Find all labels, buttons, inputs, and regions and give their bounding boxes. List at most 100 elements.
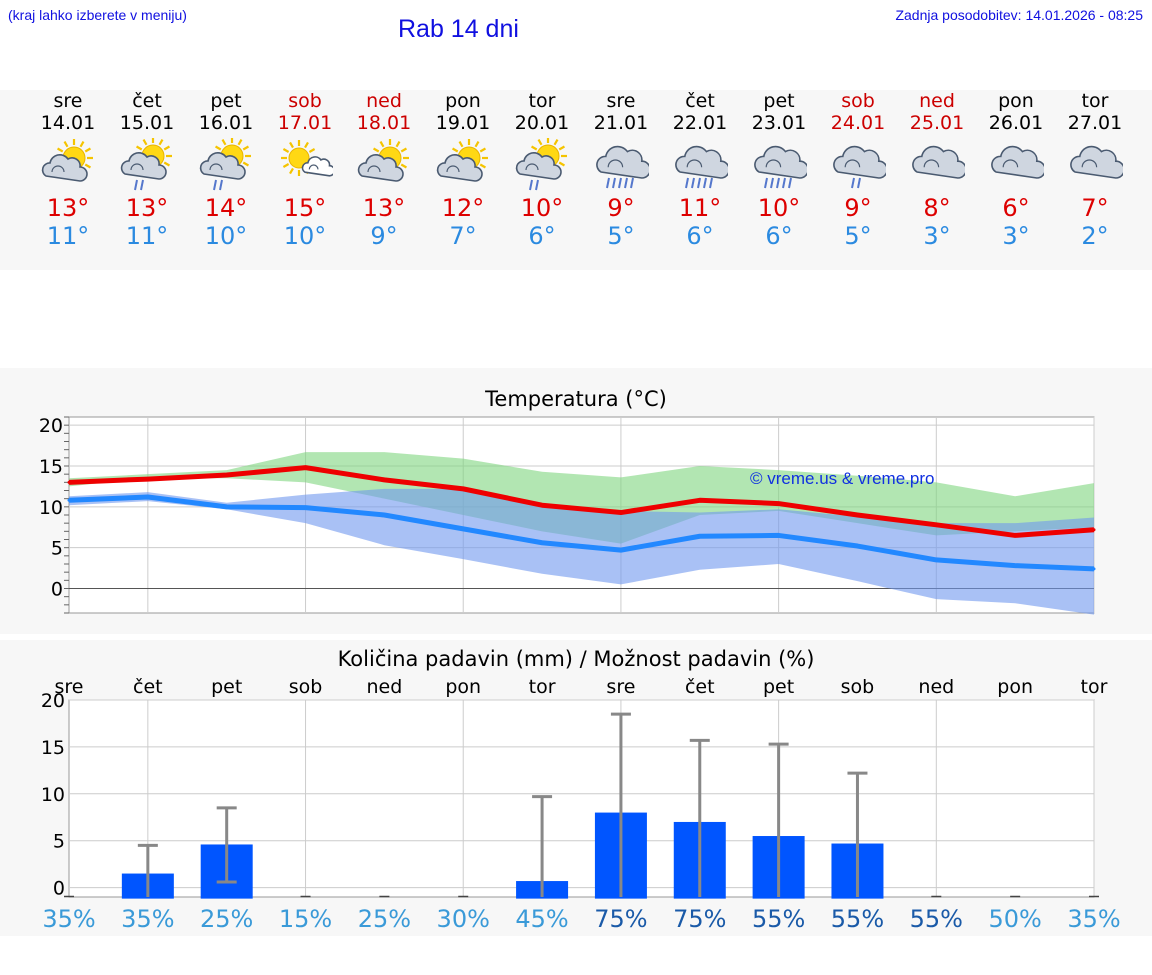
min-point: [67, 498, 71, 502]
temperature-title: Temperatura (°C): [485, 387, 667, 411]
temp-min: 6°: [765, 222, 793, 250]
day-column[interactable]: pet 23.01 10° 6°: [739, 90, 819, 250]
sun-small-cloud-icon: [281, 140, 333, 177]
temp-min: 11°: [125, 222, 169, 250]
day-date: 20.01: [514, 112, 570, 134]
x-tick-label: sob: [289, 676, 323, 698]
y-tick-label: 20: [39, 415, 63, 437]
precipitation-title: Količina padavin (mm) / Možnost padavin …: [337, 647, 815, 671]
temp-min: 6°: [528, 222, 556, 250]
day-name: čet: [132, 90, 162, 112]
precip-probability: 75%: [673, 905, 726, 933]
day-name: ned: [366, 90, 402, 112]
cloud-heavy-rain-icon: [596, 145, 649, 189]
min-point: [382, 513, 386, 517]
day-name: čet: [685, 90, 715, 112]
x-tick-label: pet: [763, 676, 794, 698]
day-date: 23.01: [751, 112, 807, 134]
min-point: [461, 527, 465, 531]
day-column[interactable]: čet 22.01 11° 6°: [660, 90, 740, 250]
precip-probability: 55%: [831, 905, 884, 933]
temp-min: 11°: [46, 222, 90, 250]
temp-min: 3°: [1002, 222, 1030, 250]
x-tick-label: pon: [997, 676, 1033, 698]
temp-min: 10°: [204, 222, 248, 250]
precip-probability: 50%: [988, 905, 1041, 933]
day-column[interactable]: ned 18.01 13° 9°: [344, 90, 424, 250]
day-name: tor: [1081, 90, 1109, 112]
min-point: [225, 505, 229, 509]
max-point: [540, 503, 544, 507]
sun-cloud-icon: [41, 139, 93, 182]
max-point: [1092, 528, 1096, 532]
day-column[interactable]: sob 24.01 9° 5°: [818, 90, 898, 250]
day-column[interactable]: sre 21.01 9° 5°: [581, 90, 661, 250]
x-tick-label: tor: [529, 676, 556, 698]
min-point: [1013, 564, 1017, 568]
temp-max: 6°: [1002, 194, 1030, 222]
temp-min: 3°: [923, 222, 951, 250]
max-point: [855, 513, 859, 517]
temp-max: 7°: [1081, 194, 1109, 222]
temp-max: 12°: [441, 194, 485, 222]
x-tick-label: čet: [133, 676, 163, 698]
temp-max: 13°: [125, 194, 169, 222]
precip-probability: 35%: [121, 905, 174, 933]
page-title: Rab 14 dni: [398, 15, 519, 43]
day-name: pet: [210, 90, 242, 112]
y-tick-label: 10: [41, 784, 65, 806]
precip-probability: 35%: [42, 905, 95, 933]
temp-max: 13°: [46, 194, 90, 222]
day-column[interactable]: pon 26.01 6° 3°: [976, 90, 1056, 250]
day-column[interactable]: sre 14.01 13° 11°: [28, 90, 108, 250]
temp-max: 9°: [844, 194, 872, 222]
day-column[interactable]: sob 17.01 15° 10°: [265, 90, 345, 250]
y-tick-label: 0: [53, 878, 65, 900]
min-point: [540, 541, 544, 545]
temp-min: 5°: [844, 222, 872, 250]
day-date: 25.01: [909, 112, 965, 134]
y-tick-label: 5: [53, 831, 65, 853]
day-column[interactable]: ned 25.01 8° 3°: [897, 90, 977, 250]
max-point: [698, 498, 702, 502]
temp-max: 8°: [923, 194, 951, 222]
day-column[interactable]: pon 19.01 12° 7°: [423, 90, 503, 250]
day-name: sre: [53, 90, 83, 112]
max-point: [304, 466, 308, 470]
y-tick-label: 15: [39, 456, 63, 478]
day-name: sre: [606, 90, 636, 112]
day-column[interactable]: tor 20.01 10° 6°: [502, 90, 582, 250]
day-column[interactable]: tor 27.01 7° 2°: [1055, 90, 1135, 250]
max-point: [67, 480, 71, 484]
sun-cloud-rain-icon: [199, 138, 251, 191]
precip-probability: 15%: [279, 905, 332, 933]
temp-min: 6°: [686, 222, 714, 250]
y-tick-label: 20: [41, 690, 65, 712]
cloud-heavy-rain-icon: [675, 145, 728, 189]
day-name: pet: [763, 90, 795, 112]
min-point: [1092, 567, 1096, 571]
day-name: ned: [919, 90, 955, 112]
precip-probability: 55%: [910, 905, 963, 933]
day-date: 24.01: [830, 112, 886, 134]
temp-min: 7°: [449, 222, 477, 250]
x-tick-label: tor: [1081, 676, 1108, 698]
day-name: pon: [445, 90, 481, 112]
max-point: [225, 473, 229, 477]
day-name: pon: [998, 90, 1034, 112]
watermark: © vreme.us & vreme.pro: [750, 469, 934, 488]
max-point: [461, 487, 465, 491]
x-tick-label: sre: [55, 676, 84, 698]
min-point: [146, 495, 150, 499]
temp-min: 5°: [607, 222, 635, 250]
day-column[interactable]: pet 16.01 14° 10°: [186, 90, 266, 250]
location-note[interactable]: (kraj lahko izberete v meniju): [8, 7, 187, 23]
y-tick-label: 5: [51, 538, 63, 560]
cloud-icon: [991, 145, 1044, 179]
day-column[interactable]: čet 15.01 13° 11°: [107, 90, 187, 250]
x-tick-label: sob: [841, 676, 875, 698]
max-point: [777, 502, 781, 506]
min-point: [304, 506, 308, 510]
sun-cloud-icon: [436, 139, 488, 182]
y-tick-label: 0: [51, 579, 63, 601]
